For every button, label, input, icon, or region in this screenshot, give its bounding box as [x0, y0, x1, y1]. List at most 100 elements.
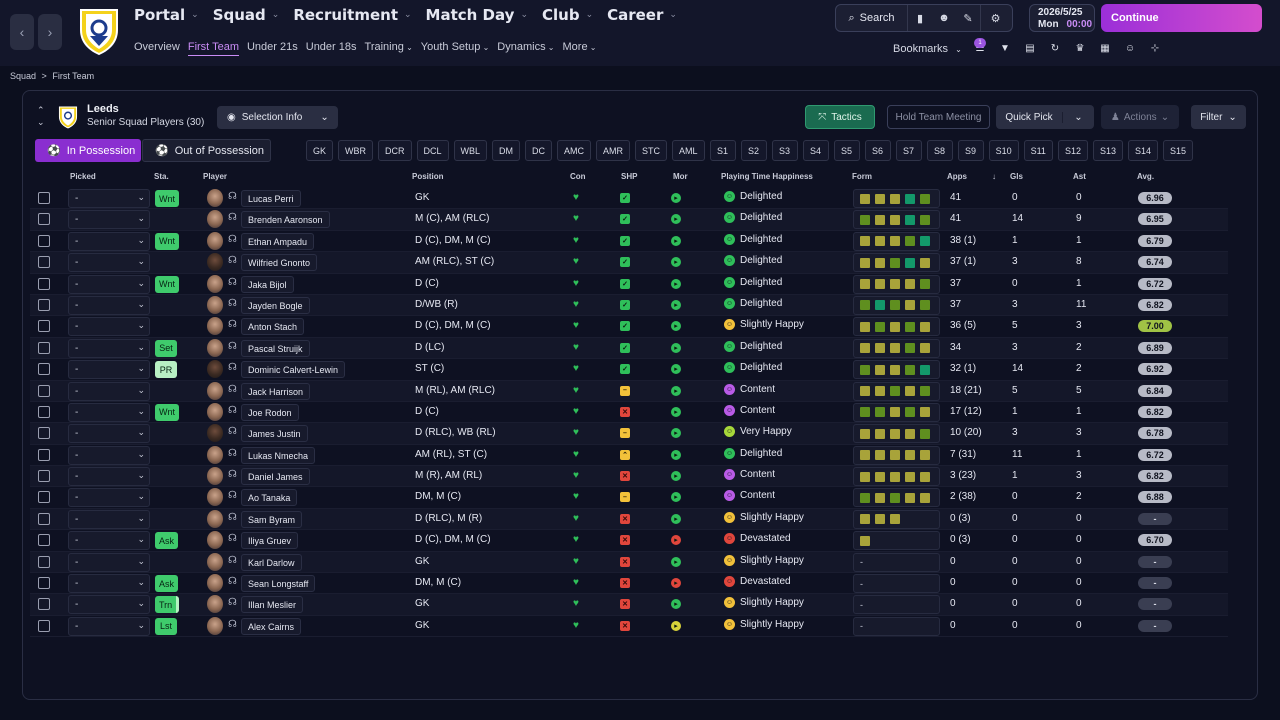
- headphones-icon[interactable]: ☊: [228, 447, 237, 459]
- position-filter-gk[interactable]: GK: [306, 140, 334, 161]
- trophy-icon[interactable]: ♛: [1075, 42, 1085, 54]
- select-checkbox[interactable]: [38, 491, 50, 504]
- tab-out-of-possession[interactable]: ⚽ Out of Possession: [142, 139, 271, 162]
- headphones-icon[interactable]: ☊: [228, 533, 237, 545]
- status-badge[interactable]: Wnt: [155, 275, 180, 293]
- picked-dropdown[interactable]: - ⌄: [68, 295, 150, 315]
- headphones-icon[interactable]: ☊: [228, 233, 237, 245]
- status-badge[interactable]: Trn: [155, 596, 180, 614]
- picked-dropdown[interactable]: - ⌄: [68, 467, 150, 487]
- subnav-item-under-21s[interactable]: Under 21s: [247, 41, 298, 56]
- table-row[interactable]: - ⌄ Ask ☊ Iliya Gruev D (C), DM, M (C) ♥ ✕ ▸ ☺ Dev…: [30, 530, 1228, 552]
- picked-dropdown[interactable]: - ⌄: [68, 595, 150, 615]
- select-checkbox[interactable]: [38, 192, 50, 204]
- player-name[interactable]: James Justin: [241, 425, 308, 443]
- position-filter-s6[interactable]: S6: [864, 140, 891, 161]
- avatar[interactable]: [207, 210, 223, 229]
- subnav-item-training[interactable]: Training ⌄: [365, 41, 413, 56]
- headphones-icon[interactable]: ☊: [228, 511, 237, 523]
- date-display[interactable]: 2026/5/25 Mon 00:00: [1029, 4, 1095, 32]
- table-row[interactable]: - ⌄ ☊ Anton Stach D (C), DM, M (C) ♥ ✓ ▸ ☺ Slight…: [30, 316, 1228, 338]
- select-checkbox[interactable]: [38, 619, 50, 632]
- quick-pick-button[interactable]: Quick Pick ⌄: [996, 105, 1094, 129]
- select-checkbox[interactable]: [38, 405, 50, 418]
- picked-dropdown[interactable]: - ⌄: [68, 445, 150, 465]
- player-name[interactable]: Brenden Aaronson: [241, 211, 330, 229]
- picked-dropdown[interactable]: - ⌄: [68, 231, 150, 251]
- position-filter-s7[interactable]: S7: [895, 140, 922, 161]
- continue-button[interactable]: Continue: [1101, 4, 1262, 32]
- player-name[interactable]: Ethan Ampadu: [241, 232, 315, 250]
- table-row[interactable]: - ⌄ ☊ James Justin D (RLC), WB (RL) ♥ – ▸ ☺ Very …: [30, 423, 1228, 445]
- select-checkbox[interactable]: [38, 534, 50, 547]
- picked-dropdown[interactable]: - ⌄: [68, 381, 150, 401]
- clipboard-icon[interactable]: ▤: [1025, 42, 1035, 54]
- shirt-icon[interactable]: ▼: [1000, 42, 1010, 54]
- table-row[interactable]: - ⌄ Wnt ☊ Lucas Perri GK ♥ ✓ ▸ ☺ Delighted 41 0 0 6.96: [30, 188, 1228, 210]
- col-assists[interactable]: Ast: [1073, 172, 1086, 181]
- position-filter-stc[interactable]: STC: [635, 140, 668, 161]
- status-badge[interactable]: Set: [155, 339, 177, 357]
- table-row[interactable]: - ⌄ Trn ☊ Illan Meslier GK ♥ ✕ ▸ ☺ Slightly Happy -…: [30, 594, 1228, 616]
- position-filter-s1[interactable]: S1: [709, 140, 736, 161]
- player-name[interactable]: Jack Harrison: [241, 382, 311, 400]
- picked-dropdown[interactable]: - ⌄: [68, 360, 150, 380]
- player-name[interactable]: Anton Stach: [241, 318, 305, 336]
- picked-dropdown[interactable]: - ⌄: [68, 488, 150, 508]
- search-button[interactable]: ⌕ Search: [836, 5, 908, 31]
- headphones-icon[interactable]: ☊: [228, 404, 237, 416]
- table-row[interactable]: - ⌄ ☊ Lukas Nmecha AM (RL), ST (C) ♥ ⌃ ▸ ☺ Deligh…: [30, 445, 1228, 467]
- headphones-icon[interactable]: ☊: [228, 212, 237, 224]
- nav-item-match-day[interactable]: Match Day ⌄: [426, 6, 528, 24]
- player-name[interactable]: Sean Longstaff: [241, 575, 316, 593]
- headphones-icon[interactable]: ☊: [228, 319, 237, 331]
- avatar[interactable]: [207, 488, 223, 507]
- position-filter-aml[interactable]: AML: [672, 140, 705, 161]
- picked-dropdown[interactable]: - ⌄: [68, 189, 150, 208]
- position-filter-s3[interactable]: S3: [771, 140, 798, 161]
- picked-dropdown[interactable]: - ⌄: [68, 274, 150, 294]
- tab-in-possession[interactable]: ⚽ In Possession: [35, 139, 141, 162]
- headphones-icon[interactable]: ☊: [228, 469, 237, 481]
- table-row[interactable]: - ⌄ Ask ☊ Sean Longstaff DM, M (C) ♥ ✕ ▸ ☺ Devasta…: [30, 573, 1228, 595]
- picked-dropdown[interactable]: - ⌄: [68, 509, 150, 529]
- subnav-item-overview[interactable]: Overview: [134, 41, 180, 56]
- position-filter-s8[interactable]: S8: [926, 140, 953, 161]
- position-filter-dcl[interactable]: DCL: [416, 140, 449, 161]
- headphones-icon[interactable]: ☊: [228, 618, 237, 630]
- avatar[interactable]: [207, 381, 223, 400]
- bookmarks-menu[interactable]: Bookmarks ⌄: [893, 43, 962, 55]
- player-name[interactable]: Iliya Gruev: [241, 532, 299, 550]
- subnav-item-first-team[interactable]: First Team: [187, 41, 239, 56]
- picked-dropdown[interactable]: - ⌄: [68, 616, 150, 636]
- club-crest-icon[interactable]: [78, 6, 120, 56]
- select-checkbox[interactable]: [38, 298, 50, 311]
- forward-button[interactable]: ›: [38, 14, 62, 50]
- nav-item-squad[interactable]: Squad ⌄: [213, 6, 280, 24]
- player-name[interactable]: Dominic Calvert-Lewin: [241, 361, 346, 379]
- avatar[interactable]: [207, 616, 223, 635]
- col-sharpness[interactable]: SHP: [621, 172, 638, 181]
- headphones-icon[interactable]: ☊: [228, 191, 237, 202]
- status-badge[interactable]: Wnt: [155, 403, 180, 421]
- select-checkbox[interactable]: [38, 448, 50, 461]
- table-row[interactable]: - ⌄ ☊ Ao Tanaka DM, M (C) ♥ – ▸ ☺ Content 2 (38) 0 2…: [30, 487, 1228, 509]
- table-row[interactable]: - ⌄ ☊ Karl Darlow GK ♥ ✕ ▸ ☺ Slightly Happy -0 0 0-: [30, 551, 1228, 574]
- notebook-icon[interactable]: ▮: [916, 12, 924, 25]
- player-name[interactable]: Jayden Bogle: [241, 296, 310, 314]
- position-filter-s5[interactable]: S5: [833, 140, 860, 161]
- avatar[interactable]: [207, 317, 223, 336]
- table-row[interactable]: - ⌄ ☊ Jack Harrison M (RL), AM (RLC) ♥ – ▸ ☺ Cont…: [30, 380, 1228, 402]
- position-filter-s11[interactable]: S11: [1023, 140, 1053, 161]
- selection-info-dropdown[interactable]: ◉ Selection Info ⌄: [217, 106, 338, 129]
- player-name[interactable]: Pascal Struijk: [241, 339, 310, 357]
- picked-dropdown[interactable]: - ⌄: [68, 574, 150, 594]
- hold-team-meeting-button[interactable]: Hold Team Meeting: [887, 105, 990, 129]
- position-filter-dm[interactable]: DM: [492, 140, 521, 161]
- position-filter-dcr[interactable]: DCR: [378, 140, 412, 161]
- position-filter-s13[interactable]: S13: [1092, 140, 1123, 161]
- headphones-icon[interactable]: ☊: [228, 340, 237, 352]
- back-button[interactable]: ‹: [10, 14, 34, 50]
- avatar[interactable]: [207, 509, 223, 528]
- player-name[interactable]: Lucas Perri: [241, 190, 301, 207]
